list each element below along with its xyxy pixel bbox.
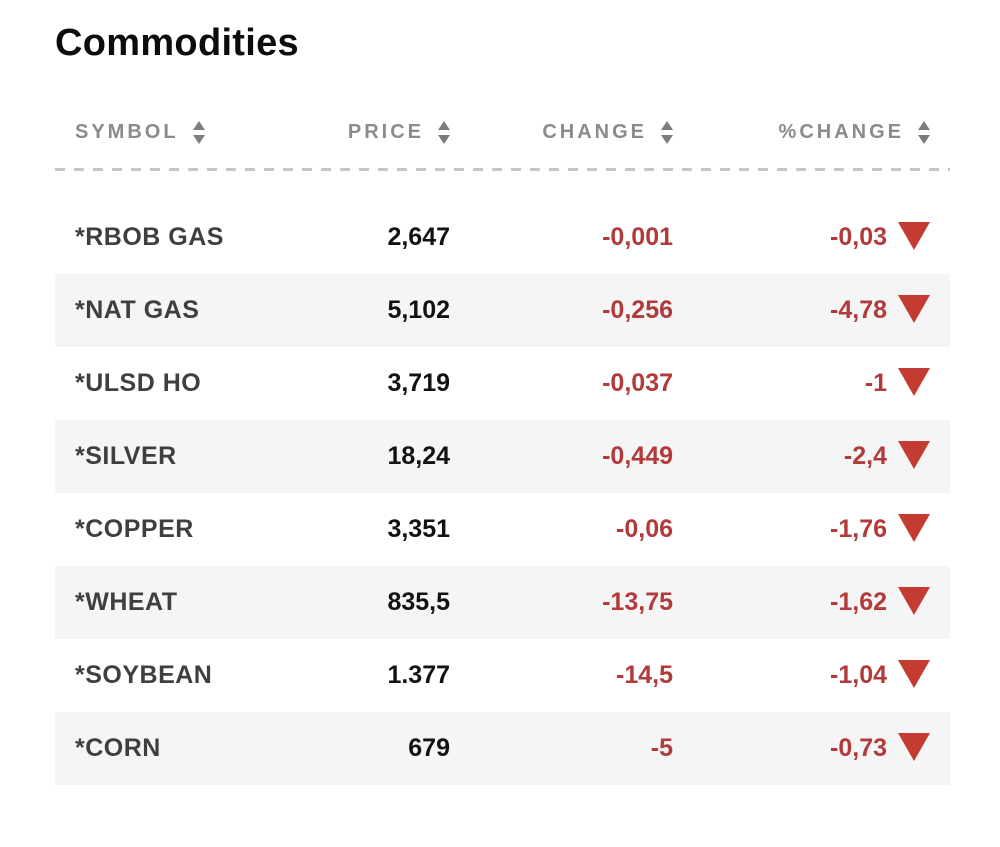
pct-change-cell: -1,04	[673, 660, 950, 690]
pct-change-cell: -1,76	[673, 514, 950, 544]
pct-change-cell: -4,78	[673, 295, 950, 325]
sort-icon[interactable]	[438, 121, 450, 144]
symbol-cell: *ULSD HO	[75, 369, 202, 397]
table-row: *SOYBEAN 1.377 -14,5 -1,04	[55, 639, 950, 712]
price-cell: 3,719	[387, 369, 450, 397]
symbol-cell: *SOYBEAN	[75, 661, 213, 689]
price-cell: 2,647	[387, 223, 450, 251]
change-cell: -5	[650, 734, 673, 762]
column-header-pct-change-label: %CHANGE	[778, 121, 904, 143]
table-row: *CORN 679 -5 -0,73	[55, 712, 950, 785]
price-cell: 1.377	[387, 661, 450, 689]
down-triangle-icon	[898, 441, 930, 469]
column-header-change-label: CHANGE	[542, 121, 647, 143]
pct-change-value: -1,04	[830, 661, 887, 689]
pct-change-value: -1,62	[830, 588, 887, 616]
table-row: *WHEAT 835,5 -13,75 -1,62	[55, 566, 950, 639]
symbol-cell: *SILVER	[75, 442, 177, 470]
sort-icon[interactable]	[192, 121, 205, 144]
change-cell: -0,256	[602, 296, 673, 324]
pct-change-value: -0,03	[830, 223, 887, 251]
table-body: *RBOB GAS 2,647 -0,001 -0,03 *NAT GAS 5,…	[55, 201, 950, 785]
pct-change-cell: -2,4	[673, 441, 950, 471]
down-triangle-icon	[898, 368, 930, 396]
pct-change-cell: -0,73	[673, 733, 950, 763]
down-triangle-icon	[898, 222, 930, 250]
price-cell: 679	[408, 734, 450, 762]
table-row: *NAT GAS 5,102 -0,256 -4,78	[55, 274, 950, 347]
column-header-pct-change[interactable]: %CHANGE	[673, 121, 950, 144]
sort-icon[interactable]	[661, 121, 673, 144]
column-header-symbol[interactable]: SYMBOL	[55, 121, 305, 144]
table-row: *RBOB GAS 2,647 -0,001 -0,03	[55, 201, 950, 274]
change-cell: -14,5	[616, 661, 673, 689]
commodities-table: SYMBOL PRICE CHANGE %CHANGE *RBOB GAS 2,…	[55, 121, 950, 785]
change-cell: -0,001	[602, 223, 673, 251]
symbol-cell: *WHEAT	[75, 588, 178, 616]
symbol-cell: *NAT GAS	[75, 296, 200, 324]
page-title: Commodities	[55, 22, 299, 64]
column-header-change[interactable]: CHANGE	[450, 121, 673, 144]
column-header-price-label: PRICE	[347, 121, 424, 143]
pct-change-cell: -1,62	[673, 587, 950, 617]
down-triangle-icon	[898, 733, 930, 761]
price-cell: 5,102	[387, 296, 450, 324]
column-header-symbol-label: SYMBOL	[75, 121, 179, 143]
down-triangle-icon	[898, 660, 930, 688]
header-divider	[55, 168, 950, 171]
change-cell: -0,06	[616, 515, 673, 543]
price-cell: 835,5	[387, 588, 450, 616]
symbol-cell: *COPPER	[75, 515, 194, 543]
table-row: *ULSD HO 3,719 -0,037 -1	[55, 347, 950, 420]
price-cell: 3,351	[387, 515, 450, 543]
table-header: SYMBOL PRICE CHANGE %CHANGE	[55, 121, 950, 144]
symbol-cell: *CORN	[75, 734, 161, 762]
pct-change-value: -2,4	[843, 442, 887, 470]
pct-change-value: -1,76	[830, 515, 887, 543]
price-cell: 18,24	[387, 442, 450, 470]
down-triangle-icon	[898, 295, 930, 323]
column-header-price[interactable]: PRICE	[305, 121, 450, 144]
down-triangle-icon	[898, 587, 930, 615]
pct-change-value: -0,73	[830, 734, 887, 762]
change-cell: -13,75	[602, 588, 673, 616]
sort-icon[interactable]	[918, 121, 930, 144]
commodities-widget: Commodities SYMBOL PRICE CHANGE %CHANGE	[55, 22, 950, 785]
pct-change-cell: -1	[673, 368, 950, 398]
change-cell: -0,449	[602, 442, 673, 470]
pct-change-cell: -0,03	[673, 222, 950, 252]
table-row: *SILVER 18,24 -0,449 -2,4	[55, 420, 950, 493]
pct-change-value: -1	[864, 369, 887, 397]
change-cell: -0,037	[602, 369, 673, 397]
down-triangle-icon	[898, 514, 930, 542]
pct-change-value: -4,78	[830, 296, 887, 324]
symbol-cell: *RBOB GAS	[75, 223, 224, 251]
table-row: *COPPER 3,351 -0,06 -1,76	[55, 493, 950, 566]
